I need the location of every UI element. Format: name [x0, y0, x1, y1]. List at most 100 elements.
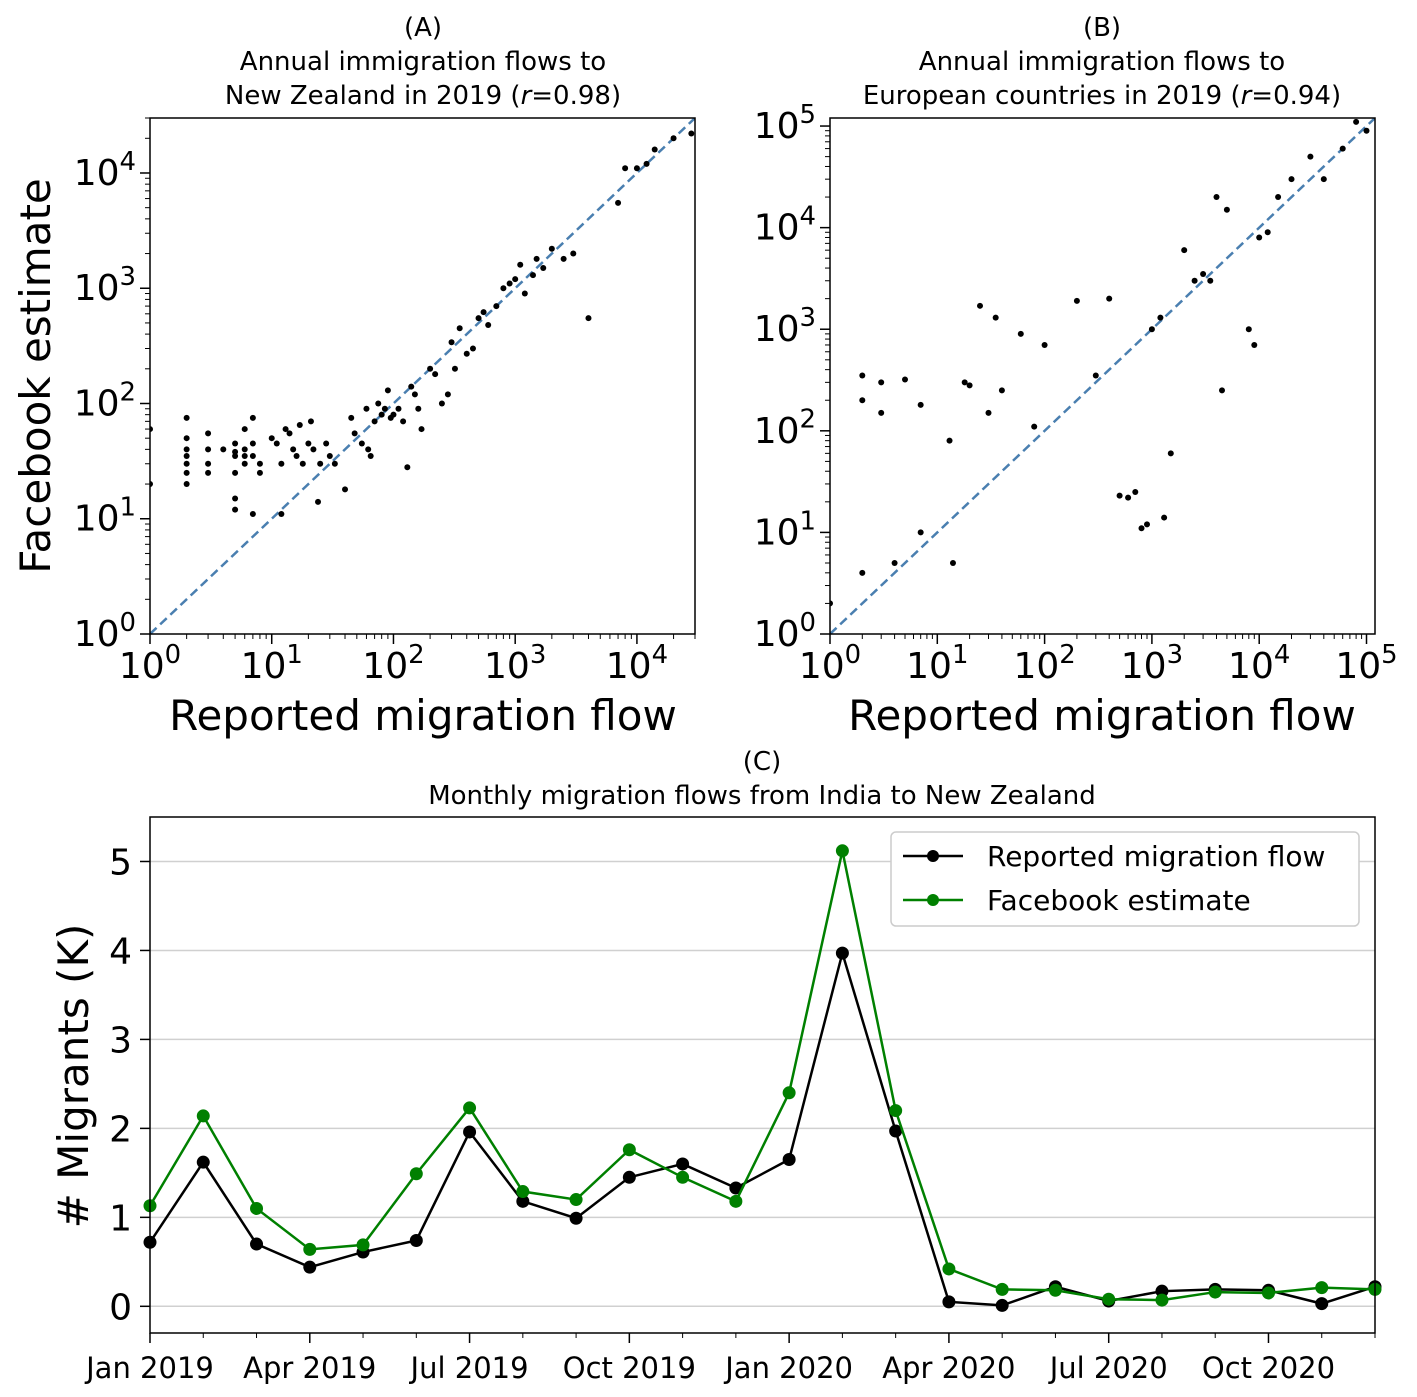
panel-b-point	[891, 559, 898, 566]
panel-a-point	[310, 446, 317, 453]
legend-label-facebook: Facebook estimate	[987, 884, 1251, 917]
panel-a-point	[418, 426, 425, 433]
panel-b-point	[1138, 525, 1145, 532]
panel-a-point	[232, 506, 239, 513]
panel-a-point	[268, 435, 275, 442]
panel-b-x-tick-label: 102	[1013, 640, 1075, 687]
panel-a-point	[290, 446, 297, 453]
series-point-reported	[889, 1124, 903, 1138]
panel-a-point	[395, 405, 402, 412]
panel-a-point	[205, 430, 212, 437]
panel-b-point	[1125, 494, 1132, 501]
panel-b-x-tick-label: 103	[1121, 640, 1183, 687]
panel-a-point	[438, 400, 445, 407]
panel-a-point	[365, 446, 372, 453]
panel-a-point	[317, 460, 324, 467]
series-line-reported	[148, 948, 1376, 1307]
panel-c-x-tick-label: Jul 2020	[1048, 1351, 1168, 1385]
panel-b-point	[1167, 450, 1174, 457]
panel-a-point	[278, 460, 285, 467]
series-point-reported	[1155, 1284, 1169, 1298]
panel-a-point	[456, 325, 463, 332]
panel-b-point	[1161, 514, 1168, 521]
panel-c-x-tick-label: Oct 2019	[563, 1351, 696, 1385]
panel-a-point	[232, 495, 239, 502]
panel-a-point	[286, 430, 293, 437]
panel-a-point	[241, 426, 248, 433]
series-point-reported	[782, 1153, 796, 1167]
legend-marker-facebook	[927, 894, 939, 906]
series-point-reported	[303, 1260, 317, 1274]
series-point-facebook	[1102, 1292, 1116, 1306]
panel-a-point	[506, 280, 513, 287]
panel-a-point	[633, 165, 640, 172]
panel-c-ylabel: # Migrants (K)	[49, 924, 98, 1229]
panel-a-point	[500, 285, 507, 292]
panel-a-xlabel: Reported migration flow	[169, 691, 677, 740]
panel-b-x-tick-label: 100	[799, 640, 861, 687]
panel-a-point	[342, 486, 349, 493]
panel-b-y-tick-label: 101	[754, 506, 816, 553]
series-point-reported	[622, 1170, 636, 1184]
panel-a-point	[358, 440, 365, 447]
panel-a-point	[415, 405, 422, 412]
panel-b-point	[902, 376, 908, 383]
series-point-facebook	[729, 1194, 743, 1208]
series-point-facebook	[995, 1282, 1009, 1296]
panel-a-point	[183, 469, 190, 476]
series-point-reported	[569, 1211, 583, 1225]
panel-a-point	[493, 303, 500, 310]
panel-b-point	[1213, 194, 1220, 201]
panel-b-point	[1207, 277, 1214, 284]
panel-a-point	[183, 446, 190, 453]
panel-b-point	[966, 382, 973, 389]
series-point-reported	[995, 1298, 1009, 1312]
panel-a-point	[432, 371, 439, 378]
series-point-reported	[835, 946, 849, 960]
panel-a-point	[183, 481, 190, 488]
series-point-reported	[463, 1125, 477, 1139]
panel-a-point	[241, 453, 248, 460]
panel-b-points	[830, 118, 1370, 607]
panel-b-point	[859, 372, 866, 379]
panel-b-point	[1181, 247, 1188, 254]
panel-a-point	[232, 469, 239, 476]
series-point-facebook	[889, 1104, 903, 1118]
panel-a-point	[384, 387, 391, 394]
series-point-reported	[1315, 1297, 1329, 1311]
panel-b-x-tick-label: 101	[906, 640, 968, 687]
panel-c-x-tick-label: Apr 2020	[882, 1351, 1015, 1385]
series-line-facebook	[148, 850, 1376, 1302]
panel-b-point	[1223, 206, 1230, 213]
panel-b-point	[1307, 153, 1314, 160]
panel-a-point	[305, 440, 312, 447]
panel-a-point	[427, 365, 434, 372]
panel-a-point	[651, 146, 658, 153]
panel-b-point	[859, 569, 866, 576]
panel-c-x-tick-label: Apr 2019	[243, 1351, 376, 1385]
panel-a-point	[256, 460, 263, 467]
panel-a-point	[451, 365, 458, 372]
panel-b-point	[1031, 423, 1038, 430]
series-point-facebook	[516, 1185, 530, 1199]
panel-a-x-tick-label: 102	[362, 640, 424, 687]
panel-a-ylabel: Facebook estimate	[11, 178, 60, 574]
panel-a-point	[249, 453, 256, 460]
panel-b-x-tick-label: 105	[1335, 640, 1397, 687]
legend-box	[890, 831, 1360, 927]
series-point-facebook	[1048, 1283, 1062, 1297]
panel-c: (C) Monthly migration flows from India t…	[49, 747, 1382, 1385]
series-point-facebook	[463, 1101, 477, 1115]
panel-a-point	[183, 460, 190, 467]
panel-b-point	[859, 397, 866, 404]
series-point-facebook	[676, 1170, 690, 1184]
panel-b-point	[878, 379, 885, 386]
panel-b-point	[985, 409, 992, 416]
panel-b-y-tick-label: 105	[754, 100, 816, 147]
panel-b-point	[1106, 295, 1113, 302]
panel-a-point	[670, 135, 677, 142]
panel-b-point	[1218, 387, 1225, 394]
panel-b-point	[1092, 372, 1099, 379]
series-point-facebook	[835, 844, 849, 858]
panel-c-y-tick-label: 2	[109, 1109, 132, 1150]
